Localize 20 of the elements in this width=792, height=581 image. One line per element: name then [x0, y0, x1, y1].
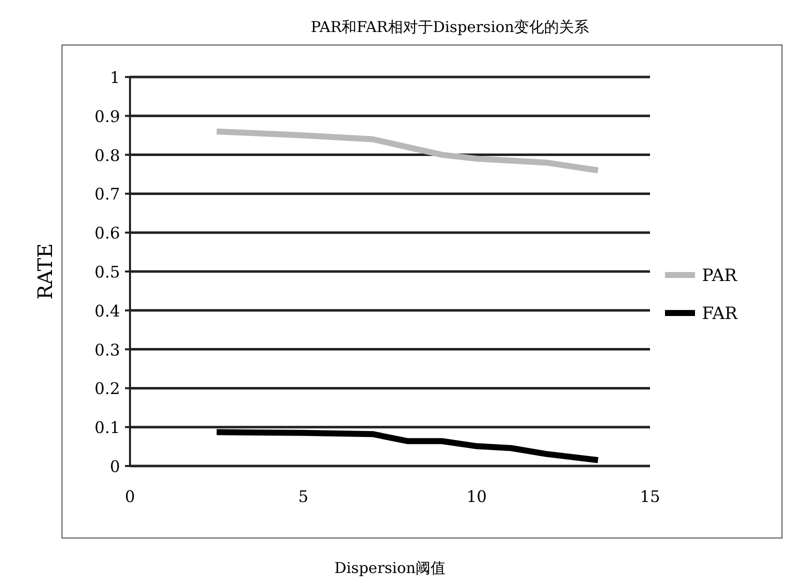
y-tick-label: 0.1	[94, 418, 120, 438]
y-axis-title: RATE	[33, 243, 57, 300]
y-tick-label: 0.7	[94, 184, 120, 204]
x-tick-label: 0	[124, 487, 136, 506]
y-tick-label: 0	[110, 457, 120, 476]
y-tick-label: 0.3	[94, 340, 120, 360]
y-tick-label: 0.5	[94, 262, 120, 282]
x-tick-label: 5	[298, 487, 308, 506]
y-tick-label: 0.6	[94, 224, 120, 243]
legend-label: FAR	[702, 304, 739, 324]
chart-title: PAR和FAR相对于Dispersion变化的关系	[310, 18, 590, 36]
legend-label: PAR	[702, 266, 738, 286]
y-tick-label: 1	[110, 68, 120, 87]
x-tick-label: 10	[466, 487, 487, 506]
y-tick-label: 0.9	[94, 106, 120, 126]
x-axis-title: Dispersion阈值	[334, 559, 446, 577]
x-tick-label: 15	[640, 487, 660, 506]
y-tick-label: 0.4	[94, 301, 120, 320]
y-tick-label: 0.2	[94, 379, 120, 398]
y-tick-label: 0.8	[94, 146, 120, 165]
